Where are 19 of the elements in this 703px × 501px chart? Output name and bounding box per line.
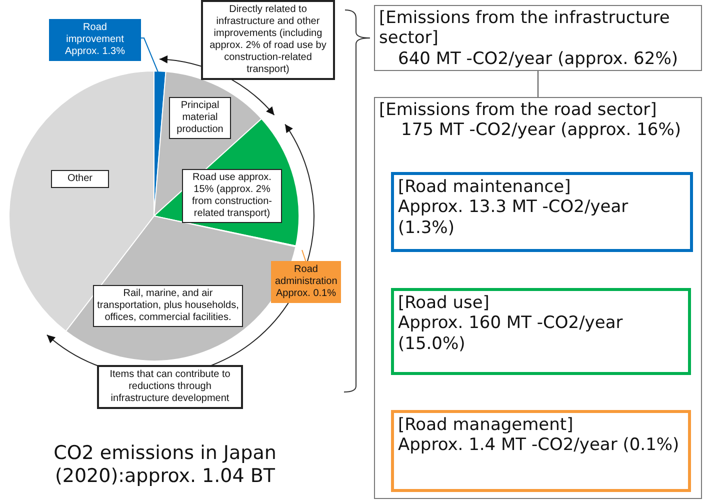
text: Approx. 1.4 MT -CO2/year (0.1%): [398, 435, 680, 456]
text: 640 MT -CO2/year (approx. 62%): [397, 48, 679, 70]
text: Items that can contribute to reductions through infrastructure development: [97, 365, 243, 409]
text: [Road maintenance]: [398, 177, 572, 198]
text: [Road management]: [398, 415, 574, 436]
text: [Emissions from the infrastructure sector]: [379, 8, 671, 49]
slice-label: Road administration Approx. 0.1%: [271, 261, 341, 303]
text: Directly related to infrastructure and other improvements (including approx. 2% of road use by construction-related transport): [201, 0, 335, 80]
text: [Emissions from the road sector]: [379, 100, 658, 120]
text: Approx. 13.3 MT -CO2/year (1.3%): [398, 197, 630, 238]
slice-label: Other: [51, 170, 109, 188]
slice-label: Rail, marine, and air transportation, plus households, offices, commercial facilities.: [93, 285, 243, 327]
slice-label: Road use approx. 15% (approx. 2% from construction-related transport): [182, 169, 282, 223]
text: CO2 emissions in Japan (2020):approx. 1.04 BT: [52, 442, 278, 488]
slice-label: Principal material production: [169, 97, 231, 139]
slice-label: Road improvement Approx. 1.3%: [49, 19, 141, 61]
text: Approx. 160 MT -CO2/year (15.0%): [398, 313, 624, 354]
text: [Road use]: [398, 293, 490, 314]
text: 175 MT -CO2/year (approx. 16%): [400, 120, 682, 141]
